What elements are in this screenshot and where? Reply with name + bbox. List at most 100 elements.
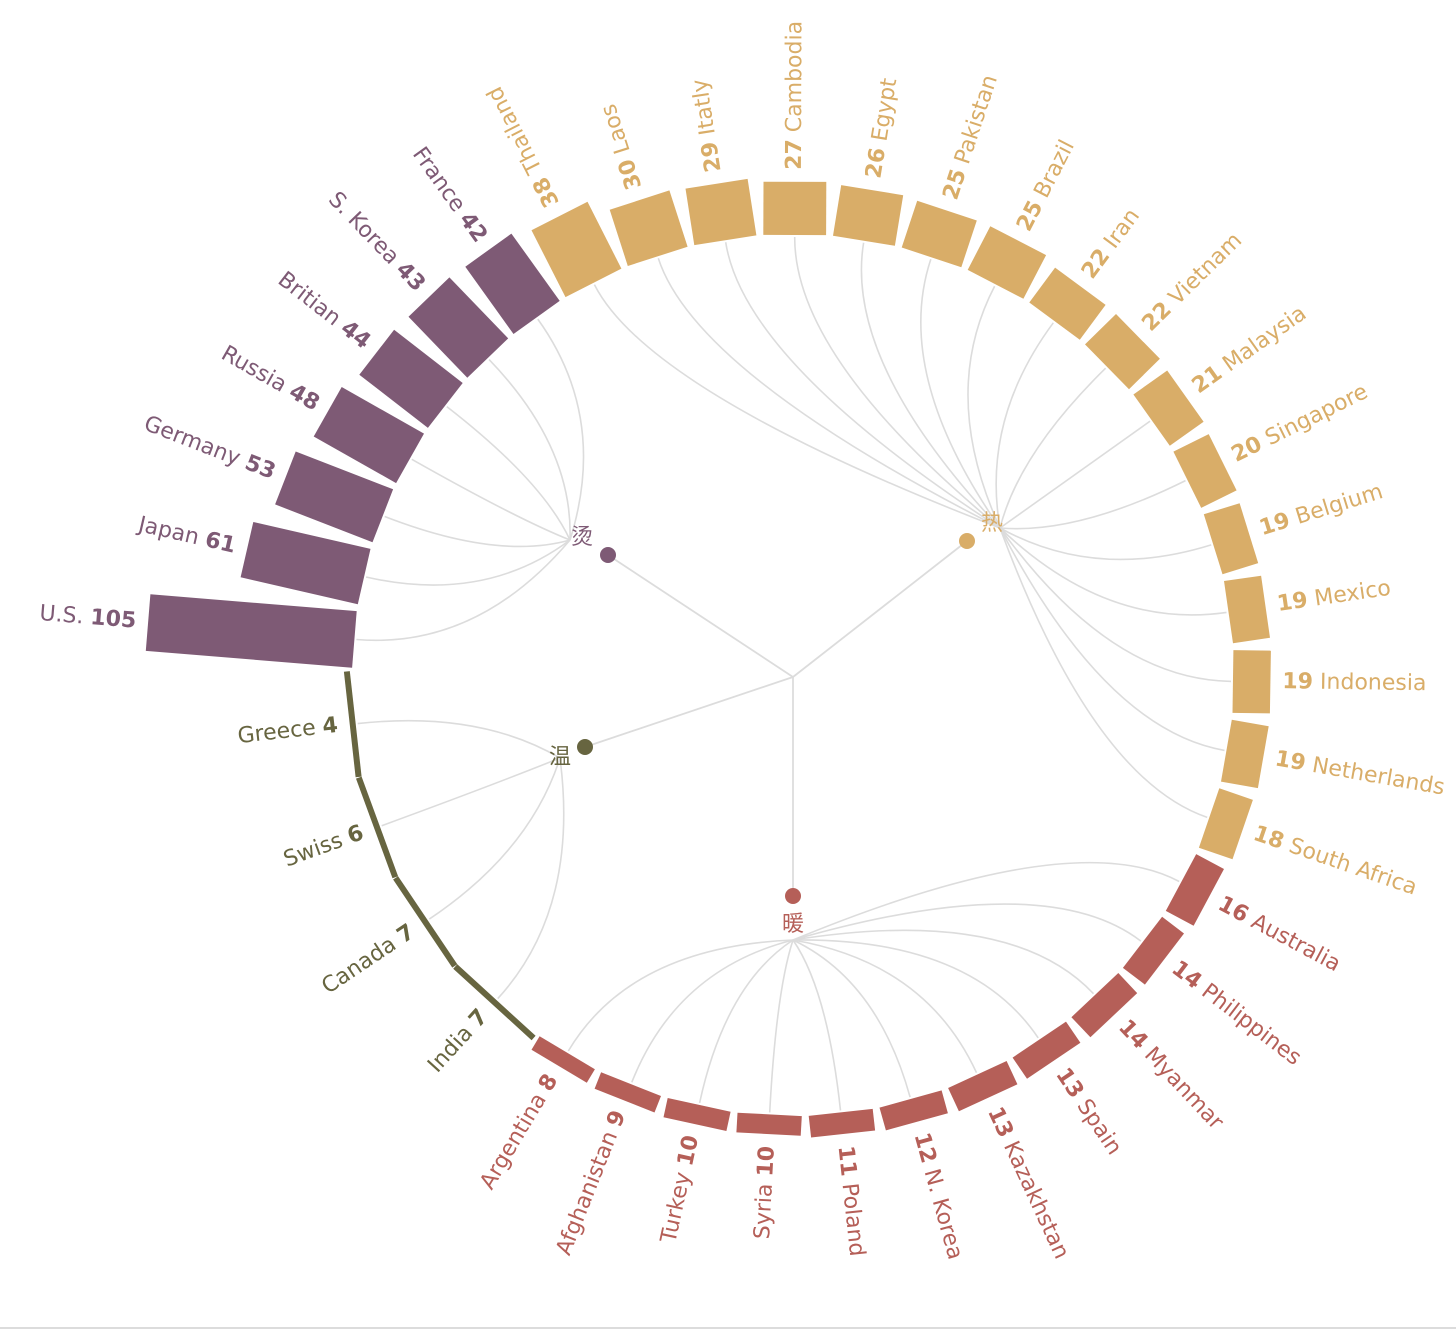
link-lines xyxy=(356,236,1232,1113)
link-line xyxy=(999,527,1232,683)
group-label: 暖 xyxy=(782,912,804,937)
bar-germany xyxy=(275,451,394,543)
link-line xyxy=(792,861,1180,941)
bar-label: France 42 xyxy=(407,143,492,248)
bar-label: Syria 10 xyxy=(750,1145,780,1239)
bar-south-africa xyxy=(1198,788,1253,860)
bar-label: 12 N. Korea xyxy=(909,1130,968,1262)
bar-france xyxy=(465,233,560,334)
bar-philippines xyxy=(1122,916,1184,985)
bar-itatly xyxy=(685,178,757,246)
bar-label: Germany 53 xyxy=(141,411,279,484)
link-line xyxy=(384,515,571,548)
link-line xyxy=(995,322,1054,529)
bar-label: 30 Laos xyxy=(596,101,647,193)
link-line xyxy=(792,939,978,1074)
bar-greece xyxy=(343,671,362,778)
link-line xyxy=(428,757,561,920)
tree-line xyxy=(584,676,794,748)
bar-label: 13 Spain xyxy=(1050,1064,1126,1160)
link-line xyxy=(999,479,1186,530)
link-line xyxy=(920,259,1001,529)
bar-label: 19 Belgium xyxy=(1257,479,1386,541)
link-line xyxy=(357,719,561,759)
link-line xyxy=(381,757,561,827)
bar-india xyxy=(453,964,536,1041)
group-node-dot xyxy=(959,533,975,549)
bar-label: 25 Pakistan xyxy=(938,72,1002,203)
bar-laos xyxy=(609,190,688,266)
bar-japan xyxy=(240,522,371,605)
bar-argentina xyxy=(531,1036,595,1083)
link-line xyxy=(631,939,794,1083)
bar-mexico xyxy=(1224,575,1270,644)
bar-myanmar xyxy=(1071,973,1138,1038)
link-line xyxy=(497,757,565,1000)
bar-label: 13 Kazakhstan xyxy=(982,1103,1074,1263)
bar-label: 19 Mexico xyxy=(1276,576,1393,617)
bar-label: 20 Singapore xyxy=(1228,379,1372,467)
bar-label: Afghanistan 9 xyxy=(552,1107,632,1259)
link-line xyxy=(999,527,1225,752)
group-node-dot xyxy=(600,547,616,563)
bar-label: Greece 4 xyxy=(236,713,339,749)
link-line xyxy=(860,242,1001,529)
bar-label: 22 Vietnam xyxy=(1137,228,1247,336)
bar-label: 11 Poland xyxy=(832,1144,869,1257)
link-line xyxy=(999,367,1107,529)
bar-pakistan xyxy=(901,200,977,268)
bar-label: 22 Iran xyxy=(1077,204,1145,284)
link-line xyxy=(657,257,1001,529)
tree-line xyxy=(792,540,968,678)
bar-label: Turkey 10 xyxy=(656,1133,704,1246)
link-line xyxy=(793,236,1001,529)
bar-canada xyxy=(393,876,458,968)
link-line xyxy=(792,929,1095,995)
bar-label: S. Korea 43 xyxy=(323,187,430,297)
link-line xyxy=(446,405,571,541)
bar-n-korea xyxy=(879,1090,948,1131)
group-node-dot xyxy=(577,739,593,755)
bars xyxy=(145,178,1271,1138)
bar-egypt xyxy=(833,185,904,246)
bar-label: India 7 xyxy=(423,1005,493,1078)
link-line xyxy=(999,527,1227,616)
link-line xyxy=(792,939,842,1111)
bar-iran xyxy=(1029,267,1106,340)
bar-poland xyxy=(808,1108,876,1138)
link-line xyxy=(567,939,794,1052)
bar-label: Britian 44 xyxy=(273,267,375,354)
bar-brazil xyxy=(967,226,1047,299)
bar-label: Canada 7 xyxy=(317,920,419,1000)
bar-singapore xyxy=(1173,434,1237,508)
link-line xyxy=(967,285,1001,529)
link-line xyxy=(792,903,1142,942)
link-line xyxy=(537,318,585,541)
bar-malaysia xyxy=(1133,370,1204,446)
bar-label: 29 Itatly xyxy=(687,77,726,174)
bar-label: 25 Brazil xyxy=(1012,136,1080,235)
bar-label: 14 Philippines xyxy=(1167,956,1306,1071)
bottom-divider xyxy=(0,1327,1456,1329)
link-line xyxy=(999,420,1151,529)
link-line xyxy=(356,539,571,642)
bar-swiss xyxy=(356,776,399,879)
group-label: 烫 xyxy=(571,525,593,550)
bar-s-korea xyxy=(408,277,509,378)
bar-label: 27 Cambodia xyxy=(782,21,808,170)
bar-label: 19 Indonesia xyxy=(1282,669,1426,696)
bar-label: 16 Australia xyxy=(1214,892,1345,978)
bar-label: 19 Netherlands xyxy=(1273,746,1446,800)
bar-belgium xyxy=(1203,503,1259,575)
bar-label: Russia 48 xyxy=(217,341,324,416)
bar-vietnam xyxy=(1085,314,1160,390)
tree-line xyxy=(607,554,794,678)
link-line xyxy=(365,539,571,586)
bar-label: Argentina 8 xyxy=(475,1070,563,1194)
bar-label: 38 Thailand xyxy=(482,82,564,211)
bar-label: Swiss 6 xyxy=(280,820,367,872)
bar-afghanistan xyxy=(594,1072,661,1113)
bar-label: 18 South Africa xyxy=(1250,821,1420,900)
